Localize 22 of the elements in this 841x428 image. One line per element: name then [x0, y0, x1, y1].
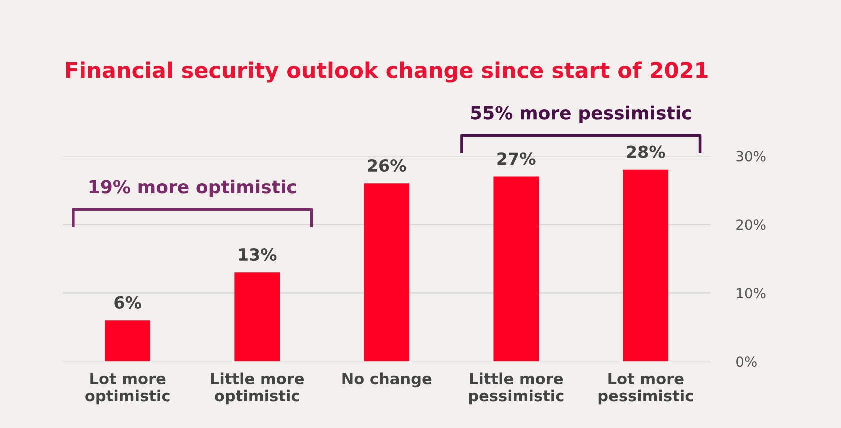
x-tick-label: Lot more optimistic	[86, 373, 170, 405]
x-tick-label: Little more pessimistic	[469, 372, 564, 405]
bar	[364, 184, 410, 362]
bar	[494, 176, 540, 362]
y-tick-label: 0%	[736, 356, 757, 368]
y-tick-label: 20%	[736, 220, 766, 230]
data-label: 13%	[239, 248, 277, 262]
bar	[234, 272, 280, 362]
data-label: 27%	[498, 152, 536, 166]
data-label: 26%	[368, 159, 406, 172]
annotation: 19% more optimistic	[90, 180, 296, 198]
y-tick-label: 30%	[736, 151, 766, 162]
data-label: 6%	[114, 296, 142, 310]
bar	[105, 320, 150, 362]
data-label: 28%	[627, 146, 666, 158]
chart-title: Financial security outlook change since start of 2021	[66, 62, 708, 83]
x-tick-label: Little more optimistic	[211, 372, 304, 405]
x-tick-label: No change	[342, 372, 432, 388]
bar	[623, 170, 669, 362]
y-tick-label: 10%	[737, 288, 766, 299]
x-tick-label: Lot more pessimistic	[598, 373, 694, 405]
text: 55% more pessimistic	[471, 106, 692, 124]
